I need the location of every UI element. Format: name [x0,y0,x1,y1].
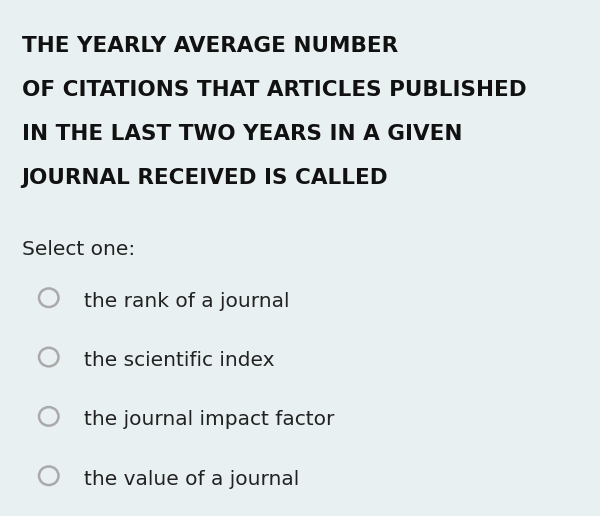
Text: Select one:: Select one: [22,240,135,259]
Text: the scientific index: the scientific index [84,351,274,370]
Text: OF CITATIONS THAT ARTICLES PUBLISHED: OF CITATIONS THAT ARTICLES PUBLISHED [22,80,526,100]
Text: JOURNAL RECEIVED IS CALLED: JOURNAL RECEIVED IS CALLED [22,168,388,188]
Text: the value of a journal: the value of a journal [84,470,299,489]
Text: the rank of a journal: the rank of a journal [84,292,289,311]
Text: the journal impact factor: the journal impact factor [84,410,334,429]
Text: THE YEARLY AVERAGE NUMBER: THE YEARLY AVERAGE NUMBER [22,36,398,56]
Text: IN THE LAST TWO YEARS IN A GIVEN: IN THE LAST TWO YEARS IN A GIVEN [22,124,462,144]
